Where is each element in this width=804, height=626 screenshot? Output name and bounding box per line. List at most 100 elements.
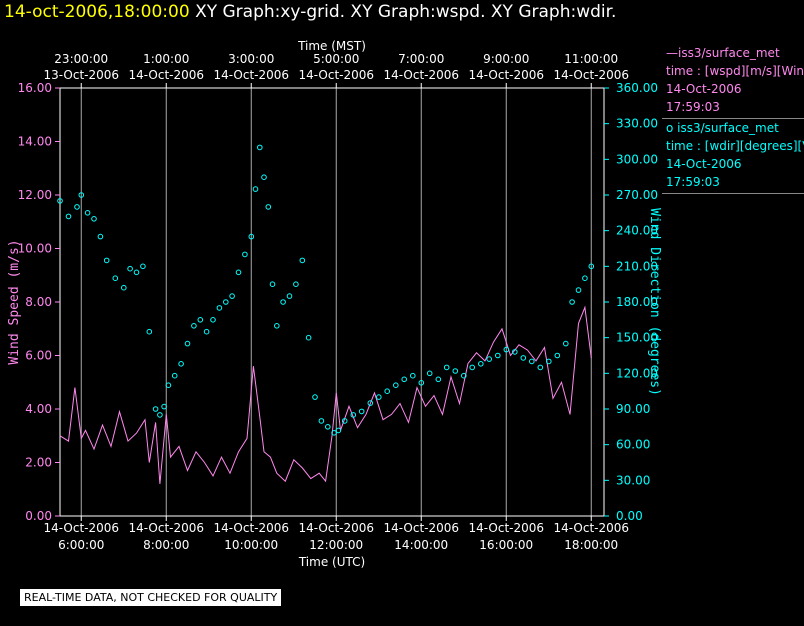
- legend-wdir-line2: time : [wdir][degrees][V: [666, 139, 804, 153]
- wdir-point: [261, 174, 267, 180]
- wdir-point: [65, 213, 72, 220]
- wspd-series: [59, 305, 592, 484]
- legend-wspd: —iss3/surface_met time : [wspd][m/s][Win…: [662, 44, 804, 119]
- wdir-point: [269, 281, 276, 288]
- wdir-point: [216, 305, 223, 311]
- wdir-point: [248, 233, 255, 240]
- wdir-point: [331, 430, 337, 436]
- legend: —iss3/surface_met time : [wspd][m/s][Win…: [662, 44, 804, 194]
- top-tick-time: 7:00:00: [398, 52, 444, 66]
- legend-wspd-line4: 17:59:03: [666, 100, 720, 114]
- wdir-point: [563, 340, 569, 347]
- wdir-point: [293, 281, 299, 288]
- bottom-tick-date: 14-Oct-2006: [43, 521, 119, 535]
- wdir-point: [235, 269, 242, 276]
- legend-wdir-line3: 14-Oct-2006: [666, 157, 742, 171]
- top-tick-date: 14-Oct-2006: [553, 68, 629, 82]
- wdir-point: [582, 275, 588, 282]
- right-tick-label: 120.00: [616, 366, 658, 380]
- axes: 14-Oct-2006 6:00:00 14-Oct-2006 8:00:00 14-O…: [18, 52, 658, 552]
- wdir-point: [299, 257, 306, 264]
- wdir-point: [161, 403, 167, 410]
- top-tick-time: 9:00:00: [483, 52, 529, 66]
- wdir-point: [401, 376, 408, 383]
- wdir-point: [520, 355, 527, 361]
- bottom-tick-time: 6:00:00: [58, 538, 104, 552]
- top-tick-date: 14-Oct-2006: [128, 68, 204, 82]
- wdir-point: [91, 216, 97, 222]
- left-axis-label: Wind Speed (m/s): [7, 239, 22, 364]
- wdir-point: [203, 328, 210, 335]
- wdir-point: [274, 323, 280, 329]
- wdir-point: [97, 233, 104, 240]
- wdir-point: [257, 144, 263, 151]
- title-graphs: XY Graph:xy-grid. XY Graph:wspd. XY Grap…: [195, 2, 617, 22]
- wdir-point: [358, 408, 365, 415]
- legend-wspd-line1: —iss3/surface_met: [666, 46, 780, 60]
- top-tick-date: 14-Oct-2006: [383, 68, 459, 82]
- wdir-point: [495, 352, 501, 359]
- wdir-point: [121, 284, 127, 291]
- bottom-tick-time: 12:00:00: [309, 538, 363, 552]
- top-tick-time: 1:00:00: [143, 52, 189, 66]
- wdir-point: [229, 293, 235, 299]
- left-tick-label: 6.00: [25, 349, 52, 363]
- bottom-tick-time: 14:00:00: [394, 538, 448, 552]
- grid-lines: [80, 88, 592, 516]
- left-tick-label: 10.00: [18, 242, 52, 256]
- wdir-point: [367, 400, 374, 406]
- wdir-point: [575, 287, 582, 293]
- wdir-point: [341, 418, 348, 424]
- legend-wdir-line4: 17:59:03: [666, 175, 720, 189]
- right-axis-label: Wind Direction (degrees): [647, 208, 662, 396]
- right-tick-label: 300.00: [616, 152, 658, 166]
- right-tick-label: 60.00: [616, 438, 650, 452]
- wdir-point: [569, 299, 575, 305]
- wdir-point: [223, 299, 229, 305]
- right-tick-label: 330.00: [616, 117, 658, 131]
- wdir-point: [478, 361, 484, 367]
- right-tick-label: 240.00: [616, 224, 658, 238]
- wdir-point: [335, 427, 342, 434]
- left-tick-label: 0.00: [25, 509, 52, 523]
- wdir-point: [252, 186, 259, 192]
- wdir-point: [325, 424, 331, 430]
- wdir-point: [74, 204, 80, 210]
- right-tick-label: 90.00: [616, 402, 650, 416]
- wdir-point: [305, 334, 312, 341]
- left-tick-label: 8.00: [25, 295, 52, 309]
- wdir-point: [410, 372, 416, 379]
- wdir-point: [503, 346, 510, 353]
- right-tick-label: 0.00: [616, 509, 643, 523]
- top-tick-date: 14-Oct-2006: [298, 68, 374, 82]
- bottom-tick-time: 16:00:00: [479, 538, 533, 552]
- bottom-tick-date: 14-Oct-2006: [128, 521, 204, 535]
- bottom-tick-date: 14-Oct-2006: [213, 521, 289, 535]
- wdir-point: [469, 364, 476, 371]
- wdir-point: [210, 317, 216, 323]
- wdir-point: [112, 275, 119, 282]
- wdir-point: [512, 349, 518, 355]
- left-tick-label: 14.00: [18, 135, 52, 149]
- right-tick-label: 210.00: [616, 259, 658, 273]
- wdir-point: [537, 364, 544, 371]
- bottom-tick-time: 8:00:00: [143, 538, 189, 552]
- top-tick-date: 13-Oct-2006: [43, 68, 119, 82]
- wdir-point: [280, 299, 286, 305]
- wdir-point: [157, 412, 163, 418]
- wdir-point: [588, 263, 595, 270]
- plot-frame: [59, 87, 605, 517]
- wdir-point: [350, 412, 357, 418]
- left-tick-label: 16.00: [18, 81, 52, 95]
- wdir-point: [178, 361, 184, 367]
- bottom-tick-date: 14-Oct-2006: [553, 521, 629, 535]
- right-tick-label: 270.00: [616, 188, 658, 202]
- wdir-point: [418, 380, 425, 386]
- wdir-point: [265, 204, 272, 210]
- wdir-point: [286, 293, 293, 299]
- top-axis-label: Time (MST): [297, 39, 366, 53]
- bottom-tick-date: 14-Oct-2006: [298, 521, 374, 535]
- top-tick-time: 3:00:00: [228, 52, 274, 66]
- wdir-point: [443, 364, 450, 371]
